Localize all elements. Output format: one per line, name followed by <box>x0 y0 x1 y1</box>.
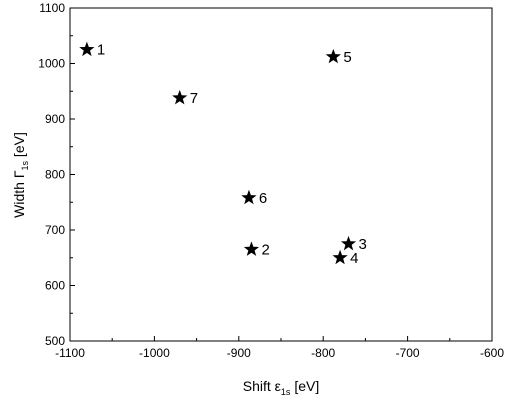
x-tick-label: -600 <box>480 346 504 360</box>
data-point: 4 <box>332 249 358 267</box>
y-tick-label: 1100 <box>39 1 65 15</box>
x-tick-label: -1100 <box>55 346 85 360</box>
data-points: 1 2 34 5 6 7 <box>79 42 367 267</box>
y-tick-label: 800 <box>45 168 65 182</box>
star-marker <box>243 241 260 256</box>
star-marker <box>325 48 341 64</box>
data-point: 3 <box>340 235 367 253</box>
plot-frame <box>69 7 493 342</box>
point-label: 7 <box>190 90 198 107</box>
point-label: 1 <box>97 42 105 59</box>
data-point: 6 <box>241 189 267 207</box>
x-tick-label: -1000 <box>139 346 170 360</box>
point-label: 3 <box>359 236 367 253</box>
star-marker <box>332 249 348 265</box>
y-tick-label: 700 <box>45 223 65 237</box>
data-point: 2 <box>243 241 270 258</box>
x-axis: -1100 -1000 -900 -800 -700 -600 <box>55 336 504 360</box>
point-label: 2 <box>261 241 269 258</box>
y-tick-label: 600 <box>45 279 65 293</box>
x-axis-label: Shift ε1s [eV] <box>243 378 319 397</box>
data-point: 1 <box>79 42 105 59</box>
y-tick-label: 900 <box>45 112 65 126</box>
y-tick-label: 1000 <box>38 57 65 71</box>
x-tick-label: -700 <box>396 346 420 360</box>
star-marker <box>79 41 95 57</box>
point-label: 4 <box>350 250 358 267</box>
star-marker <box>172 89 188 105</box>
point-label: 5 <box>343 49 351 66</box>
y-axis: 500 600 700 800 900 1000 1100 <box>38 1 75 348</box>
x-tick-label: -900 <box>227 346 251 360</box>
x-tick-label: -800 <box>311 346 335 360</box>
data-point: 7 <box>172 89 198 107</box>
star-marker <box>241 189 257 205</box>
y-tick-label: 500 <box>45 334 65 348</box>
data-point: 5 <box>325 48 352 66</box>
star-marker <box>340 235 357 251</box>
point-label: 6 <box>259 190 267 207</box>
y-axis-label: Width Γ1s [eV] <box>11 132 30 218</box>
